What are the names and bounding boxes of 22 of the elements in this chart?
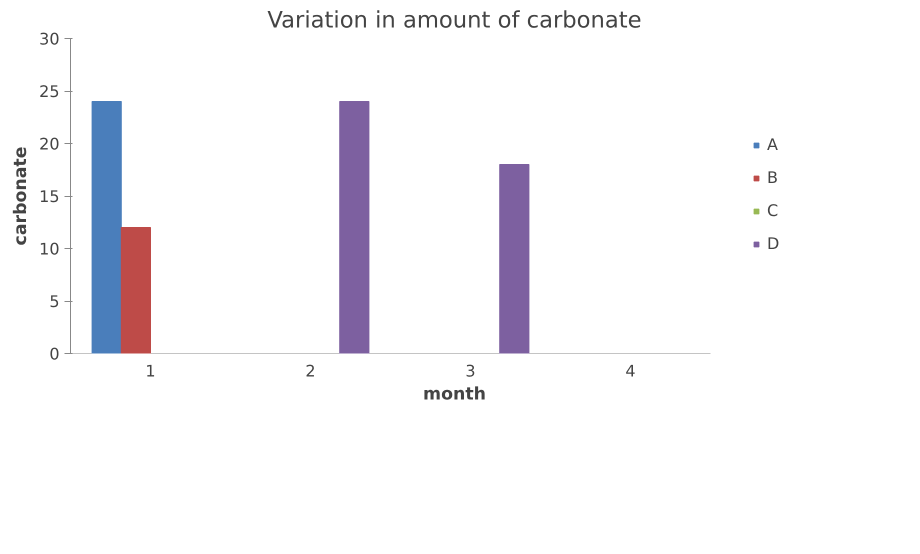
y-tick-label: 0 [49,344,60,364]
legend-label: C [767,201,780,220]
x-tick-label: 2 [305,362,316,380]
x-tick-label: 1 [145,362,156,380]
bar [499,164,530,354]
legend-label: B [767,168,779,187]
x-tick-label: 3 [465,362,476,380]
legend-label: D [767,234,780,253]
y-tick-label: 30 [39,30,60,48]
y-tick-label: 20 [39,134,60,154]
y-tick-label: 10 [39,240,60,258]
bar [92,101,122,354]
bar [120,227,151,354]
y-axis-title: carbonate [11,146,32,246]
x-axis-title: month [423,384,486,404]
x-tick-label: 4 [625,362,636,380]
y-tick-label: 5 [49,292,60,311]
y-tick-label: 25 [39,82,60,101]
chart-title: Variation in amount of carbonate [267,8,642,34]
legend-label: A [767,135,779,154]
bar [339,101,370,354]
y-tick-label: 15 [39,187,60,206]
